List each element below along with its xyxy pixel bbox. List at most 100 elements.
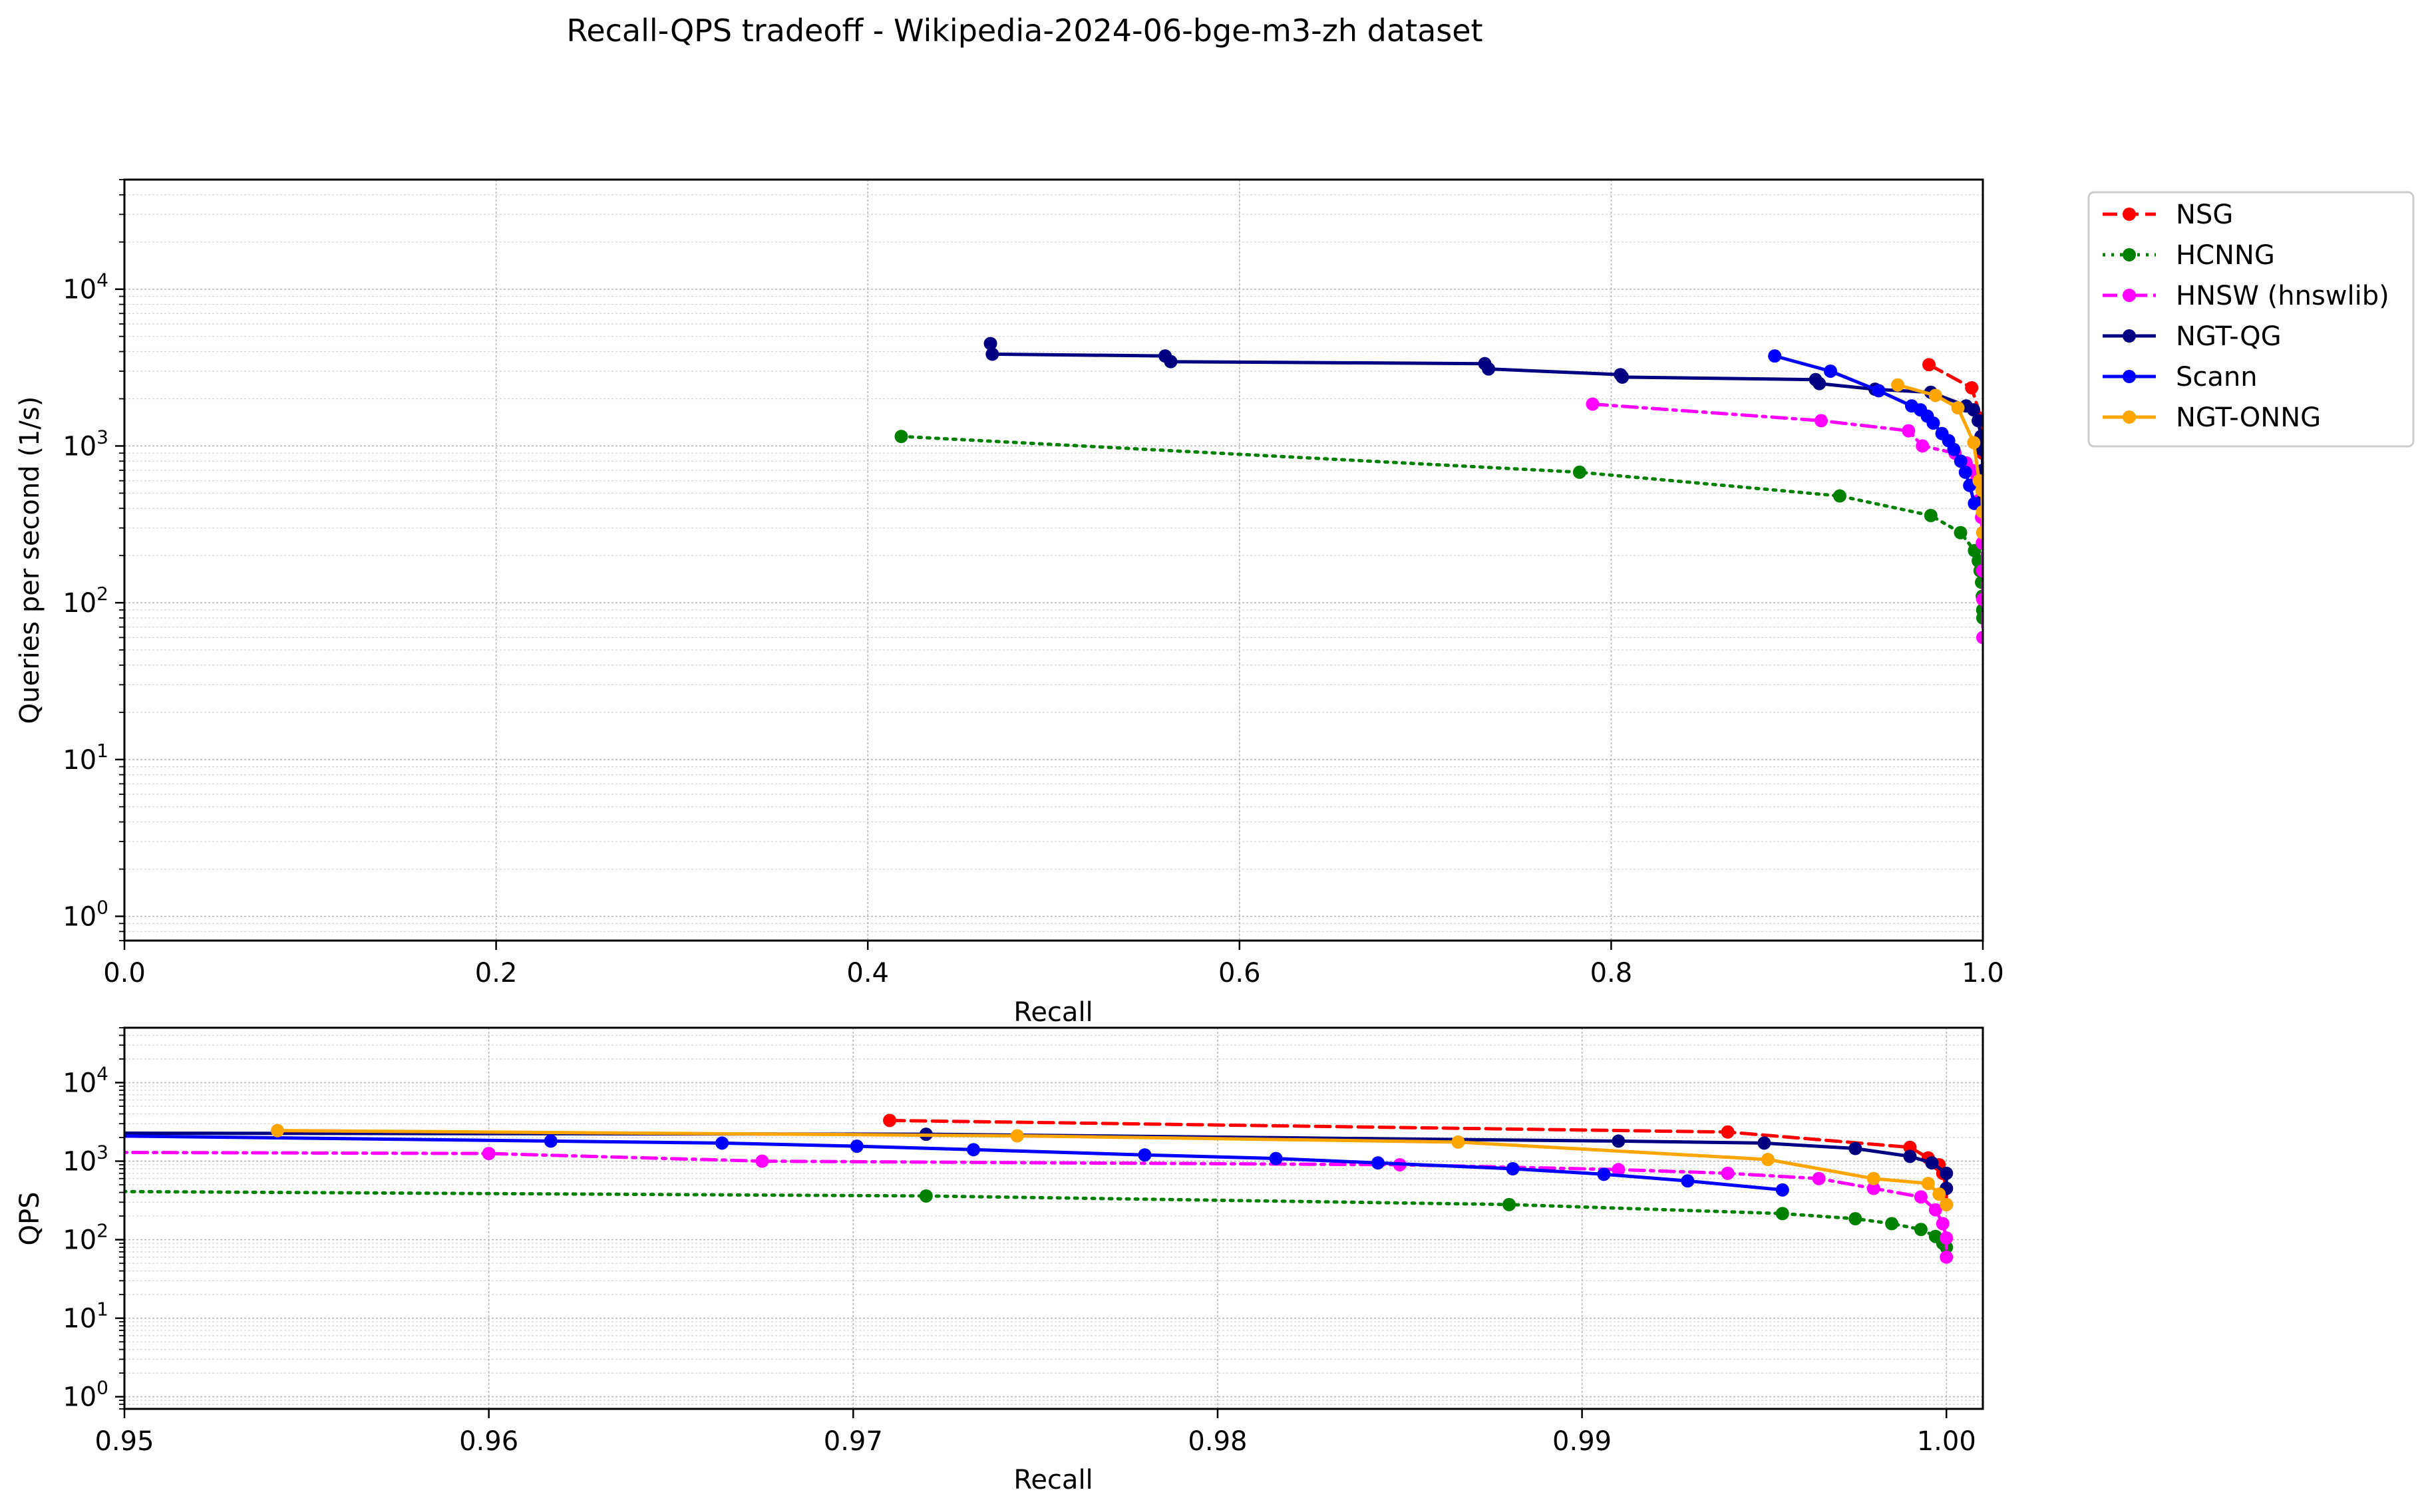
data-point-scann: [1926, 416, 1940, 430]
data-point-nsg: [883, 1114, 897, 1128]
data-point-scann: [1269, 1151, 1283, 1165]
data-point-ngt-onng: [1932, 1187, 1946, 1201]
data-point-ngt-onng: [1940, 1197, 1954, 1211]
data-point-nsg: [1922, 358, 1936, 372]
data-point-scann: [1775, 1183, 1789, 1197]
data-point-scann: [1506, 1162, 1520, 1176]
x-tick-label: 0.95: [94, 1426, 154, 1457]
y-tick-label: 104: [63, 269, 108, 305]
legend-label: HCNNG: [2176, 240, 2275, 271]
x-tick-label: 0.96: [459, 1426, 518, 1457]
data-point-ngt-qg: [1967, 403, 1981, 417]
data-point-hnsw-hnswlib: [1976, 631, 1983, 645]
data-point-ngt-onng: [1967, 436, 1981, 450]
data-point-scann: [850, 1139, 864, 1153]
legend-label: HNSW (hnswlib): [2176, 281, 2389, 311]
data-point-hnsw-hnswlib: [1902, 424, 1916, 438]
legend: NSG HCNNG HNSW (hnswlib) NGT-QG Scann NGT-ONN…: [2087, 191, 2415, 448]
legend-swatch-marker: [2123, 248, 2136, 261]
data-point-ngt-qg: [1757, 1136, 1771, 1150]
legend-swatch-marker: [2123, 289, 2136, 302]
legend-item: HCNNG: [2103, 240, 2275, 271]
x-tick-label: 0.2: [475, 958, 518, 988]
data-point-ngt-onng: [1891, 378, 1905, 392]
data-point-hcnng: [1954, 526, 1968, 539]
data-point-ngt-qg: [1848, 1141, 1862, 1155]
top-panel-series: [894, 337, 1983, 645]
top-y-axis-label: Queries per second (1/s): [15, 396, 45, 724]
bottom-panel-x-ticks: 0.95 0.96 0.97 0.98 0.99 1.00: [94, 1409, 1976, 1457]
legend-swatch-marker: [2123, 410, 2136, 424]
bottom-x-axis-label: Recall: [1013, 1465, 1093, 1495]
bottom-panel-y-ticks: 100 101 102 103 104: [63, 1027, 124, 1413]
x-tick-label: 1.0: [1962, 958, 2004, 988]
top-panel-frame: [123, 178, 1984, 942]
bottom-panel-series: [124, 1114, 1954, 1264]
data-point-hcnng: [1975, 575, 1983, 589]
legend-frame: [2087, 191, 2415, 448]
top-x-axis-label: Recall: [1013, 997, 1093, 1028]
data-point-ngt-qg: [1616, 370, 1630, 384]
legend-item: NGT-QG: [2103, 321, 2282, 352]
y-tick-label: 100: [63, 1377, 108, 1413]
data-point-nsg: [1721, 1125, 1735, 1139]
data-point-ngt-qg: [1612, 1134, 1626, 1148]
top-panel-y-ticks: 100 101 102 103 104: [63, 179, 124, 941]
x-tick-label: 0.98: [1188, 1426, 1247, 1457]
data-point-hnsw-hnswlib: [755, 1154, 769, 1168]
x-tick-label: 0.4: [846, 958, 889, 988]
data-point-ngt-onng: [271, 1124, 285, 1137]
top-panel: 0.0 0.2 0.4 0.6 0.8 1.0 100 101 102 103 104 Recal…: [15, 178, 2004, 1028]
data-point-hcnng: [1924, 509, 1938, 523]
data-point-hnsw-hnswlib: [1612, 1163, 1626, 1177]
data-point-hcnng: [1914, 1223, 1928, 1237]
data-point-nsg: [1965, 380, 1979, 394]
legend-item: NGT-ONNG: [2103, 402, 2321, 433]
data-point-ngt-qg: [983, 337, 997, 351]
y-tick-label: 103: [63, 1141, 108, 1177]
top-panel-grid: [124, 179, 1984, 941]
x-tick-label: 0.6: [1218, 958, 1261, 988]
data-point-ngt-qg: [1813, 377, 1826, 390]
data-point-scann: [1597, 1167, 1611, 1181]
bottom-panel-frame: [123, 1026, 1984, 1410]
data-point-ngt-onng: [1976, 526, 1983, 539]
data-point-hcnng: [1502, 1197, 1516, 1211]
data-point-hnsw-hnswlib: [482, 1147, 496, 1161]
data-point-ngt-onng: [1951, 401, 1965, 415]
bottom-panel-grid: [124, 1027, 1983, 1410]
legend-item: NSG: [2103, 200, 2233, 230]
data-point-ngt-onng: [1010, 1129, 1024, 1143]
legend-swatch-marker: [2123, 329, 2136, 343]
legend-swatch-marker: [2123, 208, 2136, 221]
data-point-ngt-qg: [1972, 414, 1983, 428]
data-point-scann: [1371, 1156, 1385, 1170]
figure-title: Recall-QPS tradeoff - Wikipedia-2024-06-…: [566, 13, 1482, 49]
y-tick-label: 102: [63, 583, 108, 619]
data-point-scann: [1954, 454, 1968, 468]
data-point-scann: [1681, 1174, 1695, 1188]
data-point-hnsw-hnswlib: [1936, 1217, 1950, 1231]
data-point-scann: [544, 1134, 558, 1148]
data-point-ngt-qg: [1925, 1156, 1939, 1170]
data-point-ngt-onng: [1921, 1177, 1935, 1191]
y-tick-label: 103: [63, 426, 108, 462]
data-point-hcnng: [919, 1189, 933, 1203]
data-point-hnsw-hnswlib: [1976, 564, 1983, 578]
data-point-hnsw-hnswlib: [1976, 536, 1983, 550]
data-point-scann: [967, 1143, 981, 1157]
y-tick-label: 102: [63, 1220, 108, 1256]
legend-swatch-marker: [2123, 370, 2136, 383]
data-point-scann: [1823, 364, 1837, 378]
data-point-hnsw-hnswlib: [1976, 593, 1983, 607]
data-point-scann: [1958, 465, 1972, 479]
top-panel-x-ticks: 0.0 0.2 0.4 0.6 0.8 1.0: [103, 941, 2004, 988]
series-line-scann: [124, 1134, 1785, 1192]
legend-item: HNSW (hnswlib): [2103, 281, 2389, 311]
bottom-panel: 0.95 0.96 0.97 0.98 0.99 1.00 100 101 102 103 104…: [15, 1026, 1984, 1495]
data-point-ngt-onng: [1928, 388, 1942, 402]
data-point-ngt-qg: [1482, 362, 1496, 376]
series-line-hcnng: [900, 434, 1983, 620]
data-point-scann: [1768, 349, 1782, 363]
y-tick-label: 101: [63, 740, 108, 776]
